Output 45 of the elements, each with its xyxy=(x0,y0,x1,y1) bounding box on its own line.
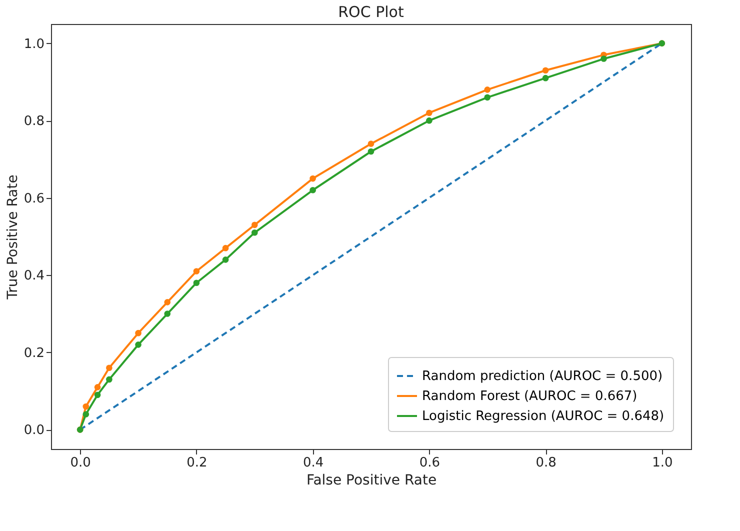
point xyxy=(426,110,432,116)
x-tick-label: 0.8 xyxy=(536,456,556,470)
point xyxy=(484,86,491,93)
point xyxy=(251,229,258,236)
point xyxy=(82,403,90,410)
y-tick-label: 0.4 xyxy=(24,268,44,284)
point xyxy=(106,364,112,372)
point xyxy=(94,392,101,398)
point xyxy=(193,280,200,286)
point xyxy=(426,117,432,124)
point xyxy=(310,186,316,194)
chart-title: ROC Plot xyxy=(338,3,404,21)
x-axis-title: False Positive Rate xyxy=(306,472,437,488)
legend-label: Random Forest (AUROC = 0.667) xyxy=(422,389,638,404)
point xyxy=(135,330,142,336)
point xyxy=(82,411,90,418)
point xyxy=(164,310,171,317)
point xyxy=(251,222,258,228)
x-tick-label: 0.0 xyxy=(70,456,91,470)
point xyxy=(106,376,112,383)
point xyxy=(135,342,142,348)
y-tick-label: 0.2 xyxy=(24,346,44,361)
point xyxy=(542,74,549,82)
y-axis-title: True Positive Rate xyxy=(4,174,21,300)
y-tick-label: 0.0 xyxy=(24,423,44,438)
point xyxy=(164,299,171,306)
point xyxy=(94,384,101,390)
point xyxy=(193,268,200,274)
y-tick-label: 1.0 xyxy=(24,36,44,52)
x-tick-label: 0.4 xyxy=(302,456,324,470)
point xyxy=(368,148,374,155)
point xyxy=(600,56,607,62)
x-tick-label: 0.6 xyxy=(419,456,440,470)
point xyxy=(484,94,491,101)
legend-label: Logistic Regression (AUROC = 0.648) xyxy=(422,409,664,424)
legend-label: Random prediction (AUROC = 0.500) xyxy=(422,369,663,384)
x-tick-label: 0.2 xyxy=(186,456,208,470)
y-tick-label: 0.6 xyxy=(24,191,44,206)
point xyxy=(542,67,549,74)
point xyxy=(310,175,316,182)
point xyxy=(222,256,229,263)
point xyxy=(222,244,229,252)
x-tick-label: 1.0 xyxy=(652,456,673,470)
point xyxy=(368,140,374,147)
y-tick-label: 0.8 xyxy=(24,114,44,130)
